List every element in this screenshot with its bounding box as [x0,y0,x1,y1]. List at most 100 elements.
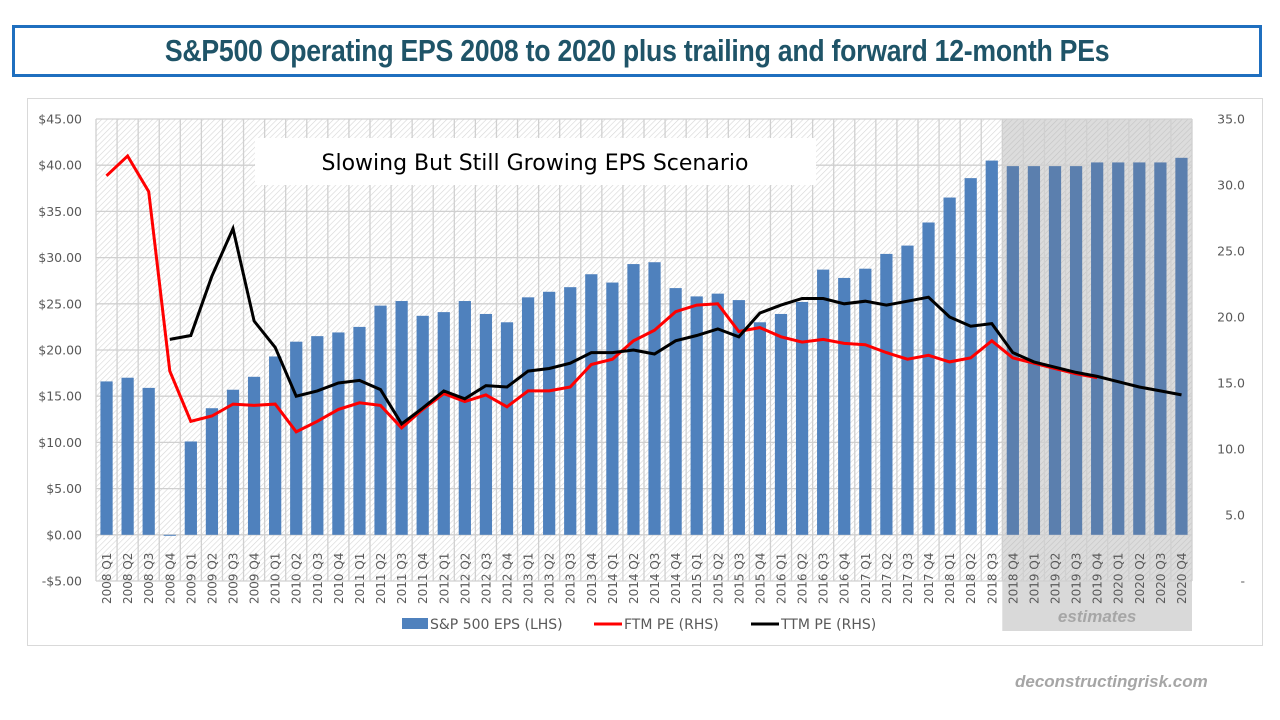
eps-bar [1133,162,1146,535]
eps-bar [479,313,493,535]
left-tick-label: $10.00 [38,435,82,450]
right-tick-label: 15.0 [1217,376,1245,391]
eps-bar [922,222,935,535]
estimates-axis-shade [1002,581,1192,631]
legend-label-ftm: FTM PE (RHS) [624,617,719,633]
x-tick-label: 2020 Q2 [1133,553,1147,604]
right-tick-label: 35.0 [1217,112,1245,127]
x-tick-label: 2019 Q2 [1049,553,1063,604]
eps-bar [458,301,471,535]
x-tick-label: 2020 Q4 [1175,553,1189,604]
scenario-annotation: Slowing But Still Growing EPS Scenario [322,151,749,176]
pe-lines [105,153,1182,434]
x-tick-label: 2010 Q1 [269,553,283,604]
x-tick-label: 2011 Q2 [374,553,388,604]
right-axis: 35.0 30.0 25.0 20.0 15.0 10.0 5.0 - [1217,112,1245,589]
x-tick-label: 2012 Q3 [479,553,493,604]
x-tick-label: 2014 Q2 [627,553,641,604]
ftm-pe-line [105,153,1098,434]
eps-bar [290,341,303,535]
x-tick-label: 2009 Q4 [248,553,262,604]
x-tick-label: 2008 Q1 [100,553,114,604]
left-tick-label: $5.00 [46,481,82,496]
estimates-label: estimates [1058,607,1136,626]
eps-bar [100,381,113,535]
x-tick-label: 2013 Q2 [543,553,557,604]
eps-bar [1091,162,1104,535]
eps-bar [163,534,176,536]
x-tick-label: 2013 Q1 [522,553,536,604]
x-tick-label: 2017 Q4 [922,553,936,604]
x-tick-label: 2015 Q2 [711,553,725,604]
x-tick-label: 2010 Q3 [311,553,325,604]
x-tick-label: 2008 Q3 [142,553,156,604]
x-axis: 2008 Q1 2008 Q2 2008 Q3 2008 Q4 2009 Q1 2009 … [100,553,1189,604]
x-tick-label: 2016 Q3 [817,553,831,604]
eps-bars [100,157,1188,536]
x-tick-label: 2012 Q4 [501,553,515,604]
eps-bar [690,296,703,535]
left-tick-label: -$5.00 [42,574,82,589]
eps-bar [311,336,324,535]
watermark: deconstructingrisk.com [1015,672,1208,691]
x-tick-label: 2013 Q4 [585,553,599,604]
x-tick-label: 2016 Q1 [775,553,789,604]
eps-bar [395,301,408,535]
right-tick-label: 30.0 [1217,178,1245,193]
eps-bar [648,262,661,535]
legend-label-eps: S&P 500 EPS (LHS) [430,617,563,633]
x-tick-label: 2008 Q2 [121,553,135,604]
x-tick-label: 2011 Q1 [353,553,367,604]
eps-bar [1048,166,1062,535]
eps-bar [226,389,240,535]
eps-bar [184,441,197,535]
x-tick-label: 2014 Q3 [648,553,662,604]
x-tick-label: 2008 Q4 [163,553,177,604]
x-tick-label: 2011 Q4 [416,553,430,604]
eps-bar [521,297,535,535]
eps-bar [774,313,788,535]
eps-bar [732,300,745,535]
x-tick-label: 2014 Q1 [606,553,620,604]
right-tick-label: 10.0 [1217,442,1245,457]
left-tick-label: $35.00 [38,204,82,219]
eps-bar [1175,157,1188,535]
x-tick-label: 2016 Q4 [838,553,852,604]
eps-bar [1154,162,1167,535]
eps-bar [374,305,387,535]
x-tick-label: 2019 Q4 [1091,553,1105,604]
eps-bar [838,277,851,535]
eps-bar [753,322,767,535]
legend: S&P 500 EPS (LHS) FTM PE (RHS) TTM PE (R… [402,617,876,633]
x-tick-label: 2017 Q2 [880,553,894,604]
left-tick-label: $15.00 [38,389,82,404]
legend-swatch-eps [402,618,428,629]
eps-bar [901,245,914,535]
x-tick-label: 2010 Q4 [332,553,346,604]
x-tick-label: 2014 Q4 [669,553,683,604]
eps-bar [353,326,366,535]
right-tick-label: 5.0 [1225,508,1245,523]
left-tick-label: $25.00 [38,296,82,311]
right-tick-label: 20.0 [1217,310,1245,325]
eps-bar [585,274,598,535]
legend-label-ttm: TTM PE (RHS) [780,617,876,633]
eps-bar [1027,166,1041,535]
x-tick-label: 2015 Q1 [690,553,704,604]
eps-bar [269,356,282,535]
x-tick-label: 2012 Q2 [458,553,472,604]
eps-bar [1112,162,1125,535]
eps-bar [332,332,345,535]
eps-bar [880,253,893,535]
x-tick-label: 2011 Q3 [395,553,409,604]
eps-bar [669,288,682,535]
eps-bar [416,315,429,535]
x-tick-label: 2018 Q1 [943,553,957,604]
ttm-pe-line [169,223,1182,427]
eps-bar [437,312,450,535]
x-tick-label: 2016 Q2 [796,553,810,604]
eps-bar [121,377,134,535]
eps-bar [817,269,830,535]
x-tick-label: 2012 Q1 [437,553,451,604]
